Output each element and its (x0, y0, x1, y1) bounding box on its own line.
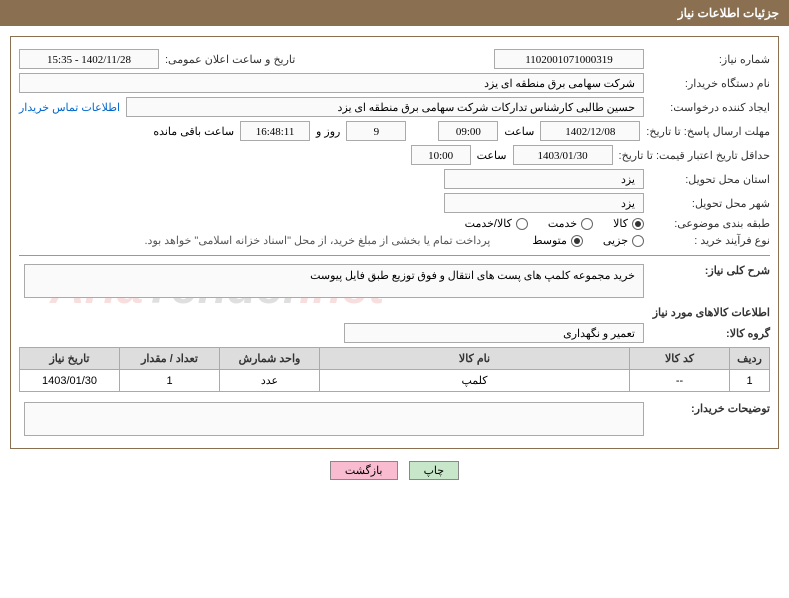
payment-note: پرداخت تمام یا بخشی از مبلغ خرید، از محل… (145, 234, 491, 247)
deadline-time: 09:00 (438, 121, 498, 141)
buyer-org-label: نام دستگاه خریدار: (650, 77, 770, 90)
description-label: شرح کلی نیاز: (650, 264, 770, 277)
back-button[interactable]: بازگشت (330, 461, 398, 480)
contact-link[interactable]: اطلاعات تماس خریدار (19, 101, 120, 114)
city-label: شهر محل تحویل: (650, 197, 770, 210)
form-container: شماره نیاز: 1102001071000319 تاریخ و ساع… (10, 36, 779, 449)
cell-unit: عدد (220, 370, 320, 392)
cell-name: کلمپ (320, 370, 630, 392)
announce-value: 1402/11/28 - 15:35 (19, 49, 159, 69)
table-row: 1 -- کلمپ عدد 1 1403/01/30 (20, 370, 770, 392)
validity-time: 10:00 (411, 145, 471, 165)
radio-medium-label: متوسط (532, 234, 567, 247)
radio-minor-label: جزیی (603, 234, 628, 247)
goods-section-title: اطلاعات کالاهای مورد نیاز (19, 306, 770, 319)
radio-service[interactable] (581, 218, 593, 230)
process-radios: جزیی متوسط (532, 234, 644, 247)
button-row: چاپ بازگشت (0, 461, 789, 480)
radio-goods[interactable] (632, 218, 644, 230)
buyer-notes-area (24, 402, 644, 436)
time-label-2: ساعت (477, 149, 507, 162)
province-label: استان محل تحویل: (650, 173, 770, 186)
days-and-label: روز و (316, 125, 340, 138)
remaining-suffix: ساعت باقی مانده (153, 125, 234, 138)
cell-code: -- (630, 370, 730, 392)
table-header-row: ردیف کد کالا نام کالا واحد شمارش تعداد /… (20, 348, 770, 370)
need-number-label: شماره نیاز: (650, 53, 770, 66)
deadline-label: مهلت ارسال پاسخ: تا تاریخ: (646, 125, 770, 138)
announce-label: تاریخ و ساعت اعلان عمومی: (165, 53, 295, 66)
th-name: نام کالا (320, 348, 630, 370)
page-header: جزئیات اطلاعات نیاز (0, 0, 789, 26)
need-number-value: 1102001071000319 (494, 49, 644, 69)
goods-group-label: گروه کالا: (650, 327, 770, 340)
validity-label: حداقل تاریخ اعتبار قیمت: تا تاریخ: (619, 149, 770, 162)
goods-table: ردیف کد کالا نام کالا واحد شمارش تعداد /… (19, 347, 770, 392)
th-code: کد کالا (630, 348, 730, 370)
validity-date: 1403/01/30 (513, 145, 613, 165)
divider-1 (19, 255, 770, 256)
goods-group-value: تعمیر و نگهداری (344, 323, 644, 343)
time-label-1: ساعت (504, 125, 534, 138)
province-value: یزد (444, 169, 644, 189)
days-remaining: 9 (346, 121, 406, 141)
cell-date: 1403/01/30 (20, 370, 120, 392)
category-radios: کالا خدمت کالا/خدمت (465, 217, 644, 230)
radio-service-label: خدمت (548, 217, 577, 230)
requester-label: ایجاد کننده درخواست: (650, 101, 770, 114)
radio-minor[interactable] (632, 235, 644, 247)
th-unit: واحد شمارش (220, 348, 320, 370)
buyer-notes-label: توضیحات خریدار: (650, 402, 770, 415)
th-date: تاریخ نیاز (20, 348, 120, 370)
description-text: خرید مجموعه کلمپ های پست های انتقال و فو… (24, 264, 644, 298)
print-button[interactable]: چاپ (409, 461, 460, 480)
buyer-org-value: شرکت سهامی برق منطقه ای یزد (19, 73, 644, 93)
category-label: طبقه بندی موضوعی: (650, 217, 770, 230)
deadline-date: 1402/12/08 (540, 121, 640, 141)
radio-medium[interactable] (571, 235, 583, 247)
process-label: نوع فرآیند خرید : (650, 234, 770, 247)
cell-qty: 1 (120, 370, 220, 392)
radio-both-label: کالا/خدمت (465, 217, 512, 230)
city-value: یزد (444, 193, 644, 213)
radio-both[interactable] (516, 218, 528, 230)
time-remaining: 16:48:11 (240, 121, 310, 141)
cell-row: 1 (730, 370, 770, 392)
requester-value: حسین طالبی کارشناس تدارکات شرکت سهامی بر… (126, 97, 644, 117)
th-qty: تعداد / مقدار (120, 348, 220, 370)
radio-goods-label: کالا (613, 217, 628, 230)
th-row: ردیف (730, 348, 770, 370)
